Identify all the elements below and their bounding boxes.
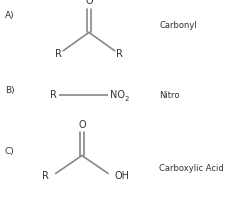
Text: NO: NO — [110, 90, 125, 100]
Text: C): C) — [5, 147, 15, 156]
Text: 2: 2 — [125, 96, 129, 102]
Text: OH: OH — [115, 171, 130, 181]
Text: O: O — [85, 0, 93, 6]
Text: R: R — [42, 171, 49, 181]
Text: Carbonyl: Carbonyl — [159, 21, 197, 30]
Text: O: O — [78, 120, 86, 130]
Text: R: R — [55, 49, 62, 59]
Text: B): B) — [5, 86, 14, 95]
Text: Carboxylic Acid: Carboxylic Acid — [159, 164, 224, 173]
Text: A): A) — [5, 11, 14, 20]
Text: R: R — [50, 90, 57, 100]
Text: R: R — [116, 49, 123, 59]
Text: Nitro: Nitro — [159, 91, 180, 100]
